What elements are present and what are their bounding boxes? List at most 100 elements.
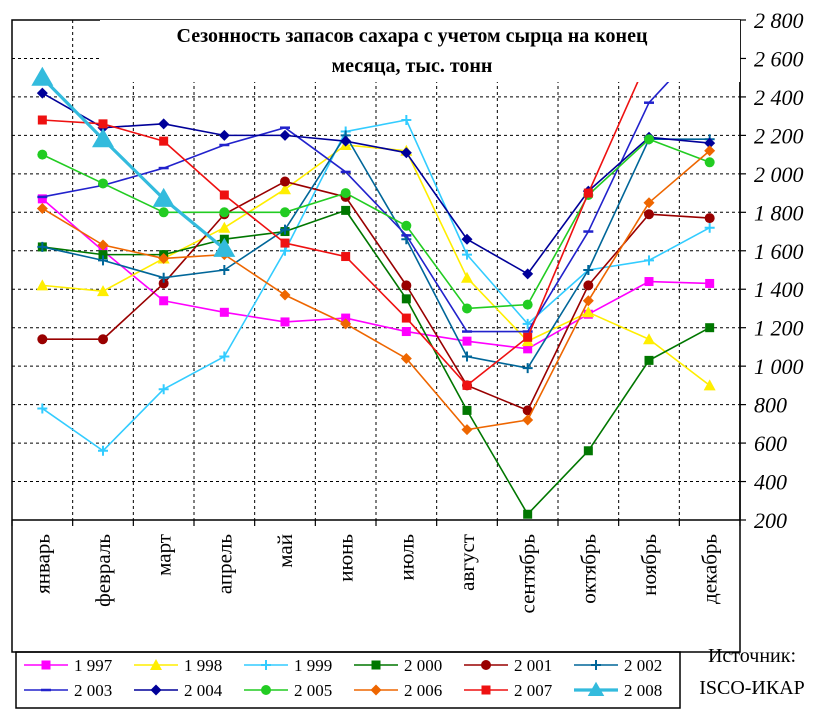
data-point <box>462 380 472 390</box>
y-tick-label: 2 400 <box>754 85 804 110</box>
data-point <box>98 250 108 260</box>
data-point <box>158 278 169 289</box>
data-point <box>644 355 654 365</box>
data-point <box>280 176 290 187</box>
data-point <box>37 149 48 160</box>
data-point <box>583 188 593 198</box>
data-point <box>591 660 601 670</box>
data-point <box>218 129 230 141</box>
data-point <box>582 295 594 307</box>
series-line <box>41 138 710 310</box>
data-point <box>522 363 533 374</box>
data-point <box>37 115 47 125</box>
series-line <box>42 209 711 516</box>
source-name: ISCO-ИКАР <box>699 677 805 699</box>
chart-title-line-2: месяца, тыс. тонн <box>332 55 493 77</box>
data-point <box>219 351 230 362</box>
data-point <box>219 207 230 218</box>
data-point <box>587 681 605 696</box>
data-point <box>37 241 48 252</box>
legend-label: 2 008 <box>624 681 662 700</box>
legend-item: 1 997 <box>24 656 113 675</box>
chart-title-line-1: Сезонность запасов сахара с учетом сырца… <box>177 25 648 47</box>
legend-label: 1 999 <box>294 656 332 675</box>
y-tick-label: 1 600 <box>754 239 804 264</box>
data-point <box>31 66 54 86</box>
data-point <box>462 351 472 362</box>
data-point <box>279 129 291 141</box>
data-point <box>462 336 472 346</box>
data-point <box>279 183 291 195</box>
y-tick-label: 1 400 <box>754 277 804 302</box>
series-group <box>37 134 715 314</box>
y-tick-label: 2 600 <box>754 46 804 71</box>
data-point <box>461 271 473 283</box>
data-point <box>159 296 169 306</box>
x-tick-label: июнь <box>334 534 358 582</box>
data-point <box>219 190 229 200</box>
data-point <box>36 87 48 99</box>
legend-label: 2 000 <box>404 656 442 675</box>
legend-item: 2 003 <box>24 681 112 700</box>
series-line <box>41 119 711 452</box>
data-point <box>522 299 533 310</box>
data-point <box>705 278 715 288</box>
data-point <box>370 684 382 696</box>
x-tick-label: декабрь <box>698 534 722 604</box>
legend-item: 2 002 <box>574 656 662 675</box>
series-line <box>42 180 710 412</box>
legend-item: 1 999 <box>244 656 332 675</box>
data-point <box>280 207 290 218</box>
data-point <box>280 238 290 248</box>
series-line <box>41 76 226 251</box>
data-point <box>401 220 412 231</box>
data-point <box>159 136 169 146</box>
data-point <box>401 115 412 125</box>
x-tick-label: ноябрь <box>637 534 661 596</box>
data-point <box>582 306 595 318</box>
legend: 1 997 1 998 1 999 2 000 2 001 2 002 2 003 2 004… <box>24 656 662 700</box>
data-point <box>98 178 108 189</box>
data-point <box>644 134 654 145</box>
data-point <box>705 323 715 333</box>
data-point <box>219 307 229 317</box>
data-point <box>158 384 169 395</box>
data-point <box>341 313 351 323</box>
data-point <box>218 221 231 233</box>
data-point <box>219 265 230 275</box>
data-point <box>98 255 108 266</box>
data-point <box>704 213 715 224</box>
x-tick-label: сентябрь <box>516 534 540 613</box>
data-point <box>261 685 271 695</box>
legend-item: 2 001 <box>464 656 552 675</box>
data-point <box>158 207 169 218</box>
data-point <box>97 285 109 297</box>
data-point <box>280 224 290 235</box>
data-point <box>37 403 48 414</box>
data-point <box>583 265 594 275</box>
data-point <box>583 446 593 456</box>
series-group <box>36 145 716 436</box>
y-tick-label: 2 000 <box>754 162 804 187</box>
x-tick-label: апрель <box>212 534 236 594</box>
data-point <box>98 334 108 345</box>
legend-frame <box>15 651 681 709</box>
data-point <box>36 279 49 291</box>
legend-label: 1 997 <box>74 656 113 675</box>
data-point <box>213 237 236 257</box>
data-point <box>98 119 108 129</box>
x-tick-label: январь <box>30 534 54 594</box>
y-tick-label: 400 <box>754 470 787 495</box>
data-point <box>704 137 716 149</box>
y-tick-label: 2 200 <box>754 123 804 148</box>
data-point <box>341 205 351 215</box>
data-point <box>92 128 114 148</box>
series-line <box>41 92 710 275</box>
y-tick-label: 1 200 <box>754 316 804 341</box>
data-point <box>400 352 412 364</box>
data-point <box>41 660 51 670</box>
data-point <box>583 280 594 291</box>
data-point <box>462 249 472 260</box>
y-tick-label: 2 800 <box>754 8 804 33</box>
